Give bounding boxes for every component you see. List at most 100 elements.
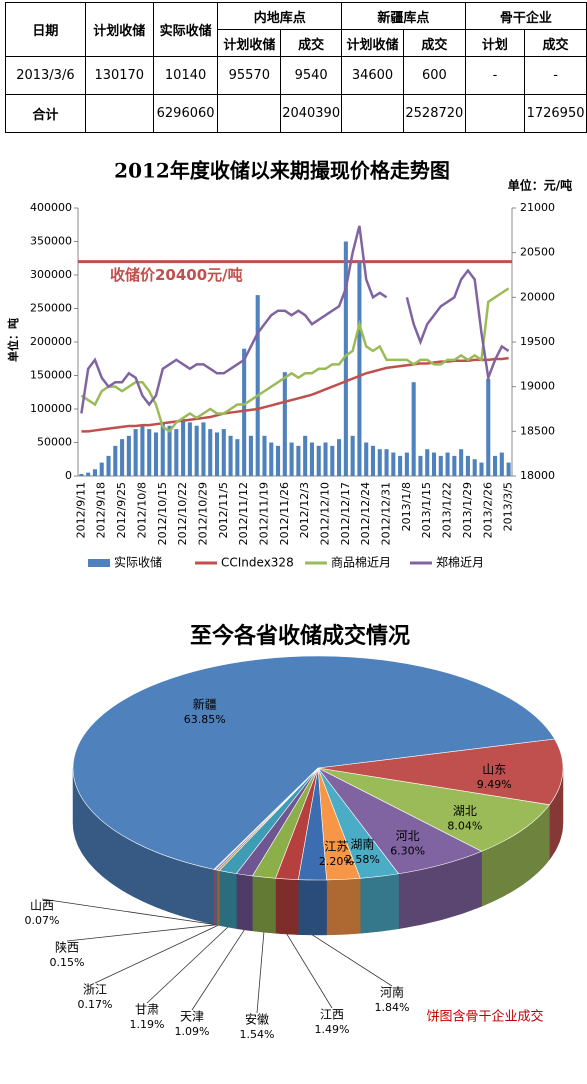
slice-label: 山西 xyxy=(30,899,54,913)
bar xyxy=(364,442,369,476)
slice-value: 6.30% xyxy=(390,844,425,857)
y2-tick-label: 20500 xyxy=(520,246,555,259)
slice-label: 山东 xyxy=(482,762,506,776)
slice-value: 2.58% xyxy=(345,853,380,866)
leader-line xyxy=(41,898,215,925)
sub-header: 计划收储 xyxy=(217,29,282,57)
bar xyxy=(486,378,491,476)
bar xyxy=(472,459,477,476)
bar xyxy=(269,442,274,476)
group-header: 内地库点 xyxy=(217,2,343,30)
bar xyxy=(506,462,511,476)
bar xyxy=(459,449,464,476)
table-cell xyxy=(84,94,154,133)
y-tick-label: 0 xyxy=(65,469,72,482)
x-tick-label: 2012/11/5 xyxy=(217,482,230,538)
pie-side xyxy=(298,879,327,936)
leader-line xyxy=(286,933,333,1009)
y2-tick-label: 21000 xyxy=(520,201,555,214)
x-tick-label: 2013/3/5 xyxy=(502,482,515,531)
bar xyxy=(113,445,118,476)
bar xyxy=(411,382,416,476)
y2-tick-label: 19500 xyxy=(520,335,555,348)
bar xyxy=(357,261,362,476)
x-tick-label: 2012/12/3 xyxy=(298,482,311,538)
bar xyxy=(214,432,220,476)
legend-swatch xyxy=(88,559,110,567)
y-tick-label: 100000 xyxy=(30,402,72,415)
y2-tick-label: 18000 xyxy=(520,469,555,482)
bar xyxy=(181,419,186,476)
table-cell: 95570 xyxy=(217,56,282,95)
leader-line xyxy=(146,926,229,1004)
bar xyxy=(296,445,301,476)
unit-label: 单位：元/吨 xyxy=(508,178,572,193)
leader-line xyxy=(256,932,265,1014)
bar xyxy=(425,449,430,476)
x-tick-label: 2012/11/12 xyxy=(237,482,250,545)
pie-slice xyxy=(72,655,556,870)
bar xyxy=(147,429,152,476)
x-tick-label: 2013/1/8 xyxy=(400,482,413,531)
line xyxy=(80,225,510,414)
bar xyxy=(316,445,321,476)
y2-tick-label: 19000 xyxy=(520,380,555,393)
bar xyxy=(323,442,328,476)
bar xyxy=(445,452,450,476)
legend-label: CCIndex328 xyxy=(221,556,294,570)
pie-side xyxy=(236,873,253,932)
x-tick-label: 2012/9/18 xyxy=(95,482,108,538)
bar xyxy=(86,472,91,476)
y-tick-label: 300000 xyxy=(30,268,72,281)
pie-slice xyxy=(317,738,564,806)
y-tick-label: 400000 xyxy=(30,201,72,214)
slice-value: 2.20% xyxy=(319,855,354,868)
bar xyxy=(255,295,260,476)
table-cell: 2040390 xyxy=(280,94,343,133)
x-tick-label: 2012/9/11 xyxy=(74,482,87,538)
bar xyxy=(391,452,396,476)
y-tick-label: 200000 xyxy=(30,335,72,348)
slice-label: 河南 xyxy=(380,985,404,1000)
slice-value: 0.07% xyxy=(25,914,60,927)
y-tick-label: 50000 xyxy=(37,436,72,449)
y-tick-label: 250000 xyxy=(30,302,72,315)
note: 饼图含骨干企业成交 xyxy=(426,1009,543,1025)
pie-side xyxy=(219,870,237,929)
bar xyxy=(153,432,159,476)
line xyxy=(80,287,510,434)
chart-title: 至今各省收储成交情况 xyxy=(190,623,410,649)
table-cell xyxy=(464,94,526,133)
chart-title: 2012年度收储以来期撮现价格走势图 xyxy=(114,159,450,183)
bar xyxy=(303,435,308,476)
bar xyxy=(384,449,389,476)
bar xyxy=(282,372,287,476)
slice-label: 湖南 xyxy=(350,837,374,852)
header-row: 计划收储 成交 计划收储 成交 计划 成交 xyxy=(6,29,587,57)
x-tick-label: 2013/1/15 xyxy=(420,482,433,538)
bar xyxy=(262,435,267,476)
bar xyxy=(167,425,172,476)
slice-label: 浙江 xyxy=(83,983,107,997)
y-axis-label: 单位：吨 xyxy=(6,318,20,362)
bar xyxy=(201,422,206,476)
pie-side xyxy=(326,878,361,936)
slice-value: 1.19% xyxy=(130,1018,165,1031)
bar xyxy=(370,445,376,476)
line xyxy=(81,356,509,433)
bar xyxy=(133,429,138,476)
table-cell: 9540 xyxy=(280,56,343,95)
table-cell: 2528720 xyxy=(402,94,466,133)
y-tick-label: 350000 xyxy=(30,235,72,248)
bar xyxy=(493,455,498,476)
x-tick-label: 2013/1/29 xyxy=(461,482,474,538)
x-tick-label: 2012/10/15 xyxy=(156,482,169,545)
bar xyxy=(431,452,437,476)
slice-label: 甘肃 xyxy=(135,1003,159,1017)
x-tick-label: 2012/9/25 xyxy=(115,482,128,538)
bar xyxy=(221,429,226,476)
slice-label: 安徽 xyxy=(245,1012,269,1027)
y2-tick-label: 18500 xyxy=(520,424,555,437)
